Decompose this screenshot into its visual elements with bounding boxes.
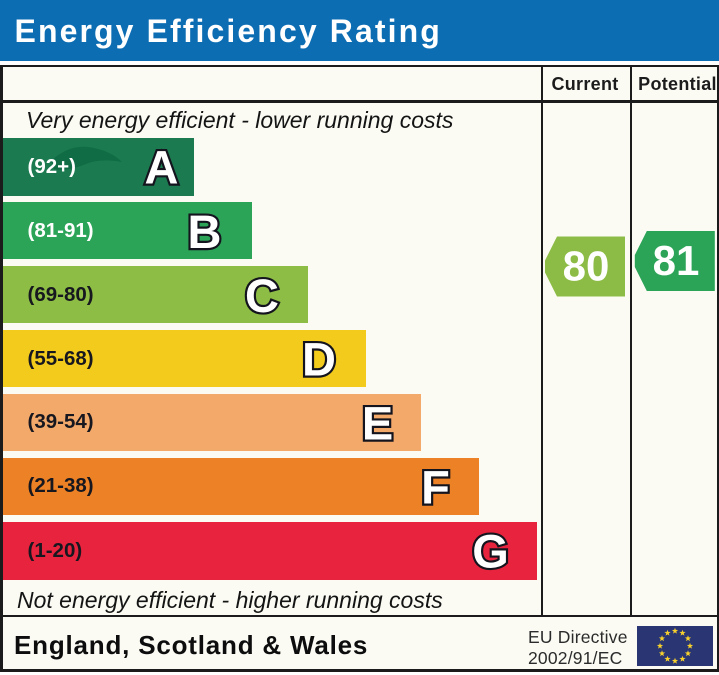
svg-text:D: D <box>302 333 336 386</box>
svg-text:A: A <box>145 141 179 194</box>
svg-text:C: C <box>245 269 279 322</box>
svg-text:B: B <box>188 205 222 258</box>
svg-text:81: 81 <box>653 237 700 284</box>
svg-text:G: G <box>472 524 509 577</box>
svg-text:E: E <box>362 397 393 450</box>
svg-text:F: F <box>421 461 450 514</box>
svg-text:80: 80 <box>563 243 610 290</box>
